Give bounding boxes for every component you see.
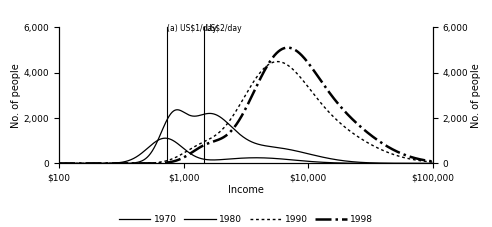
1998 (238, 116, 244, 119)
1970 (162, 137, 168, 140)
Text: US$2/day: US$2/day (205, 24, 242, 33)
1990 (419, 160, 425, 162)
1998 (419, 158, 425, 161)
1998 (75, 162, 81, 165)
1998 (56, 162, 62, 165)
1980 (430, 162, 436, 165)
1980 (228, 125, 234, 128)
1990 (419, 160, 425, 162)
1980 (56, 162, 62, 165)
1970 (228, 158, 234, 160)
Line: 1970: 1970 (59, 138, 433, 163)
1990 (75, 162, 81, 165)
1998 (351, 119, 357, 122)
1970 (419, 162, 425, 165)
1980 (351, 160, 357, 163)
1998 (228, 130, 234, 133)
1980 (419, 162, 425, 165)
Legend: 1970, 1980, 1990, 1998: 1970, 1980, 1990, 1998 (115, 212, 377, 227)
1990 (228, 117, 234, 120)
X-axis label: Income: Income (228, 185, 264, 195)
1998 (430, 160, 436, 163)
1970 (430, 162, 436, 165)
1970 (75, 162, 81, 165)
1980 (75, 162, 81, 165)
1970 (56, 162, 62, 165)
1980 (174, 109, 180, 111)
1980 (419, 162, 425, 165)
Line: 1990: 1990 (59, 62, 433, 163)
1990 (238, 102, 244, 104)
Y-axis label: No. of people: No. of people (11, 63, 21, 128)
1990 (56, 162, 62, 165)
1990 (430, 161, 436, 163)
Line: 1980: 1980 (59, 110, 433, 163)
Y-axis label: No. of people: No. of people (471, 63, 481, 128)
1970 (419, 162, 425, 165)
1990 (351, 132, 357, 135)
Line: 1998: 1998 (59, 48, 433, 163)
1970 (238, 157, 244, 160)
1998 (419, 158, 425, 161)
1998 (285, 46, 291, 49)
Text: (a) US$1/day: (a) US$1/day (167, 24, 216, 33)
1990 (275, 60, 280, 63)
1970 (351, 162, 357, 165)
1980 (238, 134, 244, 137)
